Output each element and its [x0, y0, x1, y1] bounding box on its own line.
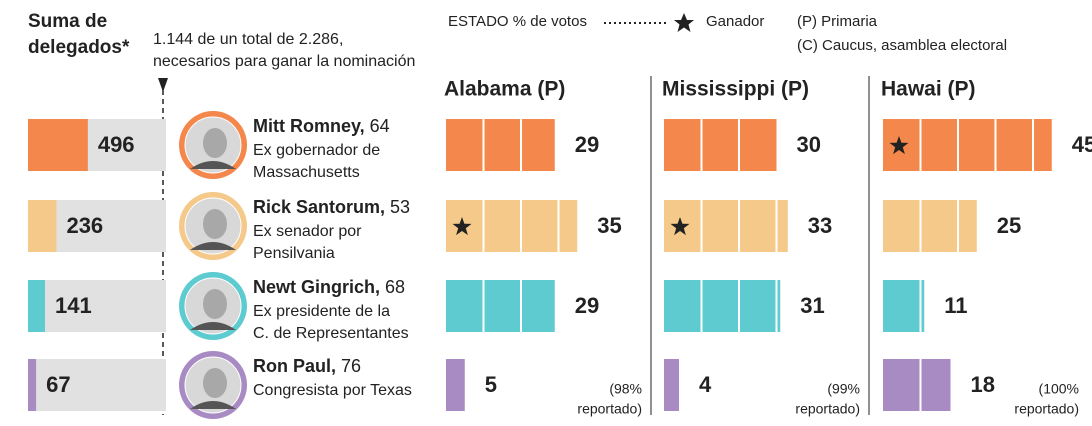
legend-note: (C) Caucus, asamblea electoral [797, 37, 1007, 54]
vote-bar [446, 280, 555, 332]
legend-text: Ganador [706, 13, 764, 30]
photo-face [203, 128, 227, 158]
legend-star [674, 13, 694, 32]
vote-label: 31 [800, 293, 824, 318]
state-header: Hawai (P) [881, 78, 976, 101]
vote-bar [664, 119, 777, 171]
reported-note: (100% [1039, 381, 1079, 397]
candidate-description: Pensilvania [253, 245, 335, 262]
delegate-bar [28, 119, 88, 171]
candidate-description: Ex gobernador de [253, 142, 380, 159]
candidate-description: Ex presidente de la [253, 303, 390, 320]
candidate-name: Ron Paul, [253, 356, 336, 376]
candidate-name: Newt Gingrich, [253, 277, 380, 297]
candidate-name: Ron Paul,76 [253, 356, 361, 376]
vote-label: 29 [575, 132, 599, 157]
candidate-age: 53 [390, 197, 410, 217]
delegate-total-bar [28, 280, 166, 332]
vote-label: 33 [808, 213, 832, 238]
candidate-age: 68 [385, 277, 405, 297]
delegate-label: 496 [98, 132, 135, 157]
reported-note: reportado) [577, 401, 642, 417]
delegate-label: 67 [46, 372, 70, 397]
vote-bar [883, 200, 977, 252]
photo-face [203, 368, 227, 398]
vote-bar [664, 280, 780, 332]
vote-label: 35 [597, 213, 621, 238]
candidate-age: 76 [341, 356, 361, 376]
reported-note: reportado) [1014, 401, 1079, 417]
state-header: Alabama (P) [444, 78, 565, 101]
vote-bar [883, 280, 924, 332]
delegate-label: 141 [55, 293, 92, 318]
vote-bar [883, 119, 1052, 171]
candidate-name: Newt Gingrich,68 [253, 277, 405, 297]
legend-note: (P) Primaria [797, 13, 878, 30]
delegate-bar [28, 359, 36, 411]
candidate-name: Rick Santorum, [253, 197, 385, 217]
vote-label: 29 [575, 293, 599, 318]
reported-note: (98% [609, 381, 642, 397]
state-header: Mississippi (P) [662, 78, 809, 101]
reported-note: reportado) [795, 401, 860, 417]
candidate-description: Congresista por Texas [253, 382, 412, 399]
vote-bar [446, 359, 465, 411]
photo-face [203, 289, 227, 319]
candidate-name: Mitt Romney,64 [253, 116, 390, 136]
legend-text: ESTADO % de votos [448, 13, 587, 30]
vote-label: 18 [971, 372, 995, 397]
candidate-name: Mitt Romney, [253, 116, 365, 136]
vote-label: 45 [1072, 132, 1092, 157]
title: Suma de [28, 11, 107, 32]
vote-bar [883, 359, 951, 411]
reported-note: (99% [827, 381, 860, 397]
candidate-name: Rick Santorum,53 [253, 197, 410, 217]
vote-label: 25 [997, 213, 1021, 238]
vote-label: 30 [797, 132, 821, 157]
vote-label: 11 [944, 293, 967, 318]
vote-bar [664, 359, 679, 411]
vote-label: 5 [485, 372, 497, 397]
subtitle: 1.144 de un total de 2.286, [153, 31, 343, 48]
candidate-description: Massachusetts [253, 164, 360, 181]
subtitle: necesarios para ganar la nominación [153, 53, 415, 70]
chart: Suma de delegados* 1.144 de un total de … [0, 0, 1092, 426]
photo-face [203, 209, 227, 239]
title: delegados* [28, 37, 130, 58]
candidate-description: C. de Representantes [253, 325, 409, 342]
delegate-bar [28, 280, 45, 332]
vote-bar [446, 119, 555, 171]
threshold-arrow [158, 78, 168, 92]
delegate-bar [28, 200, 56, 252]
vote-label: 4 [699, 372, 712, 397]
candidate-age: 64 [370, 116, 390, 136]
candidate-description: Ex senador por [253, 223, 362, 240]
delegate-label: 236 [66, 213, 103, 238]
